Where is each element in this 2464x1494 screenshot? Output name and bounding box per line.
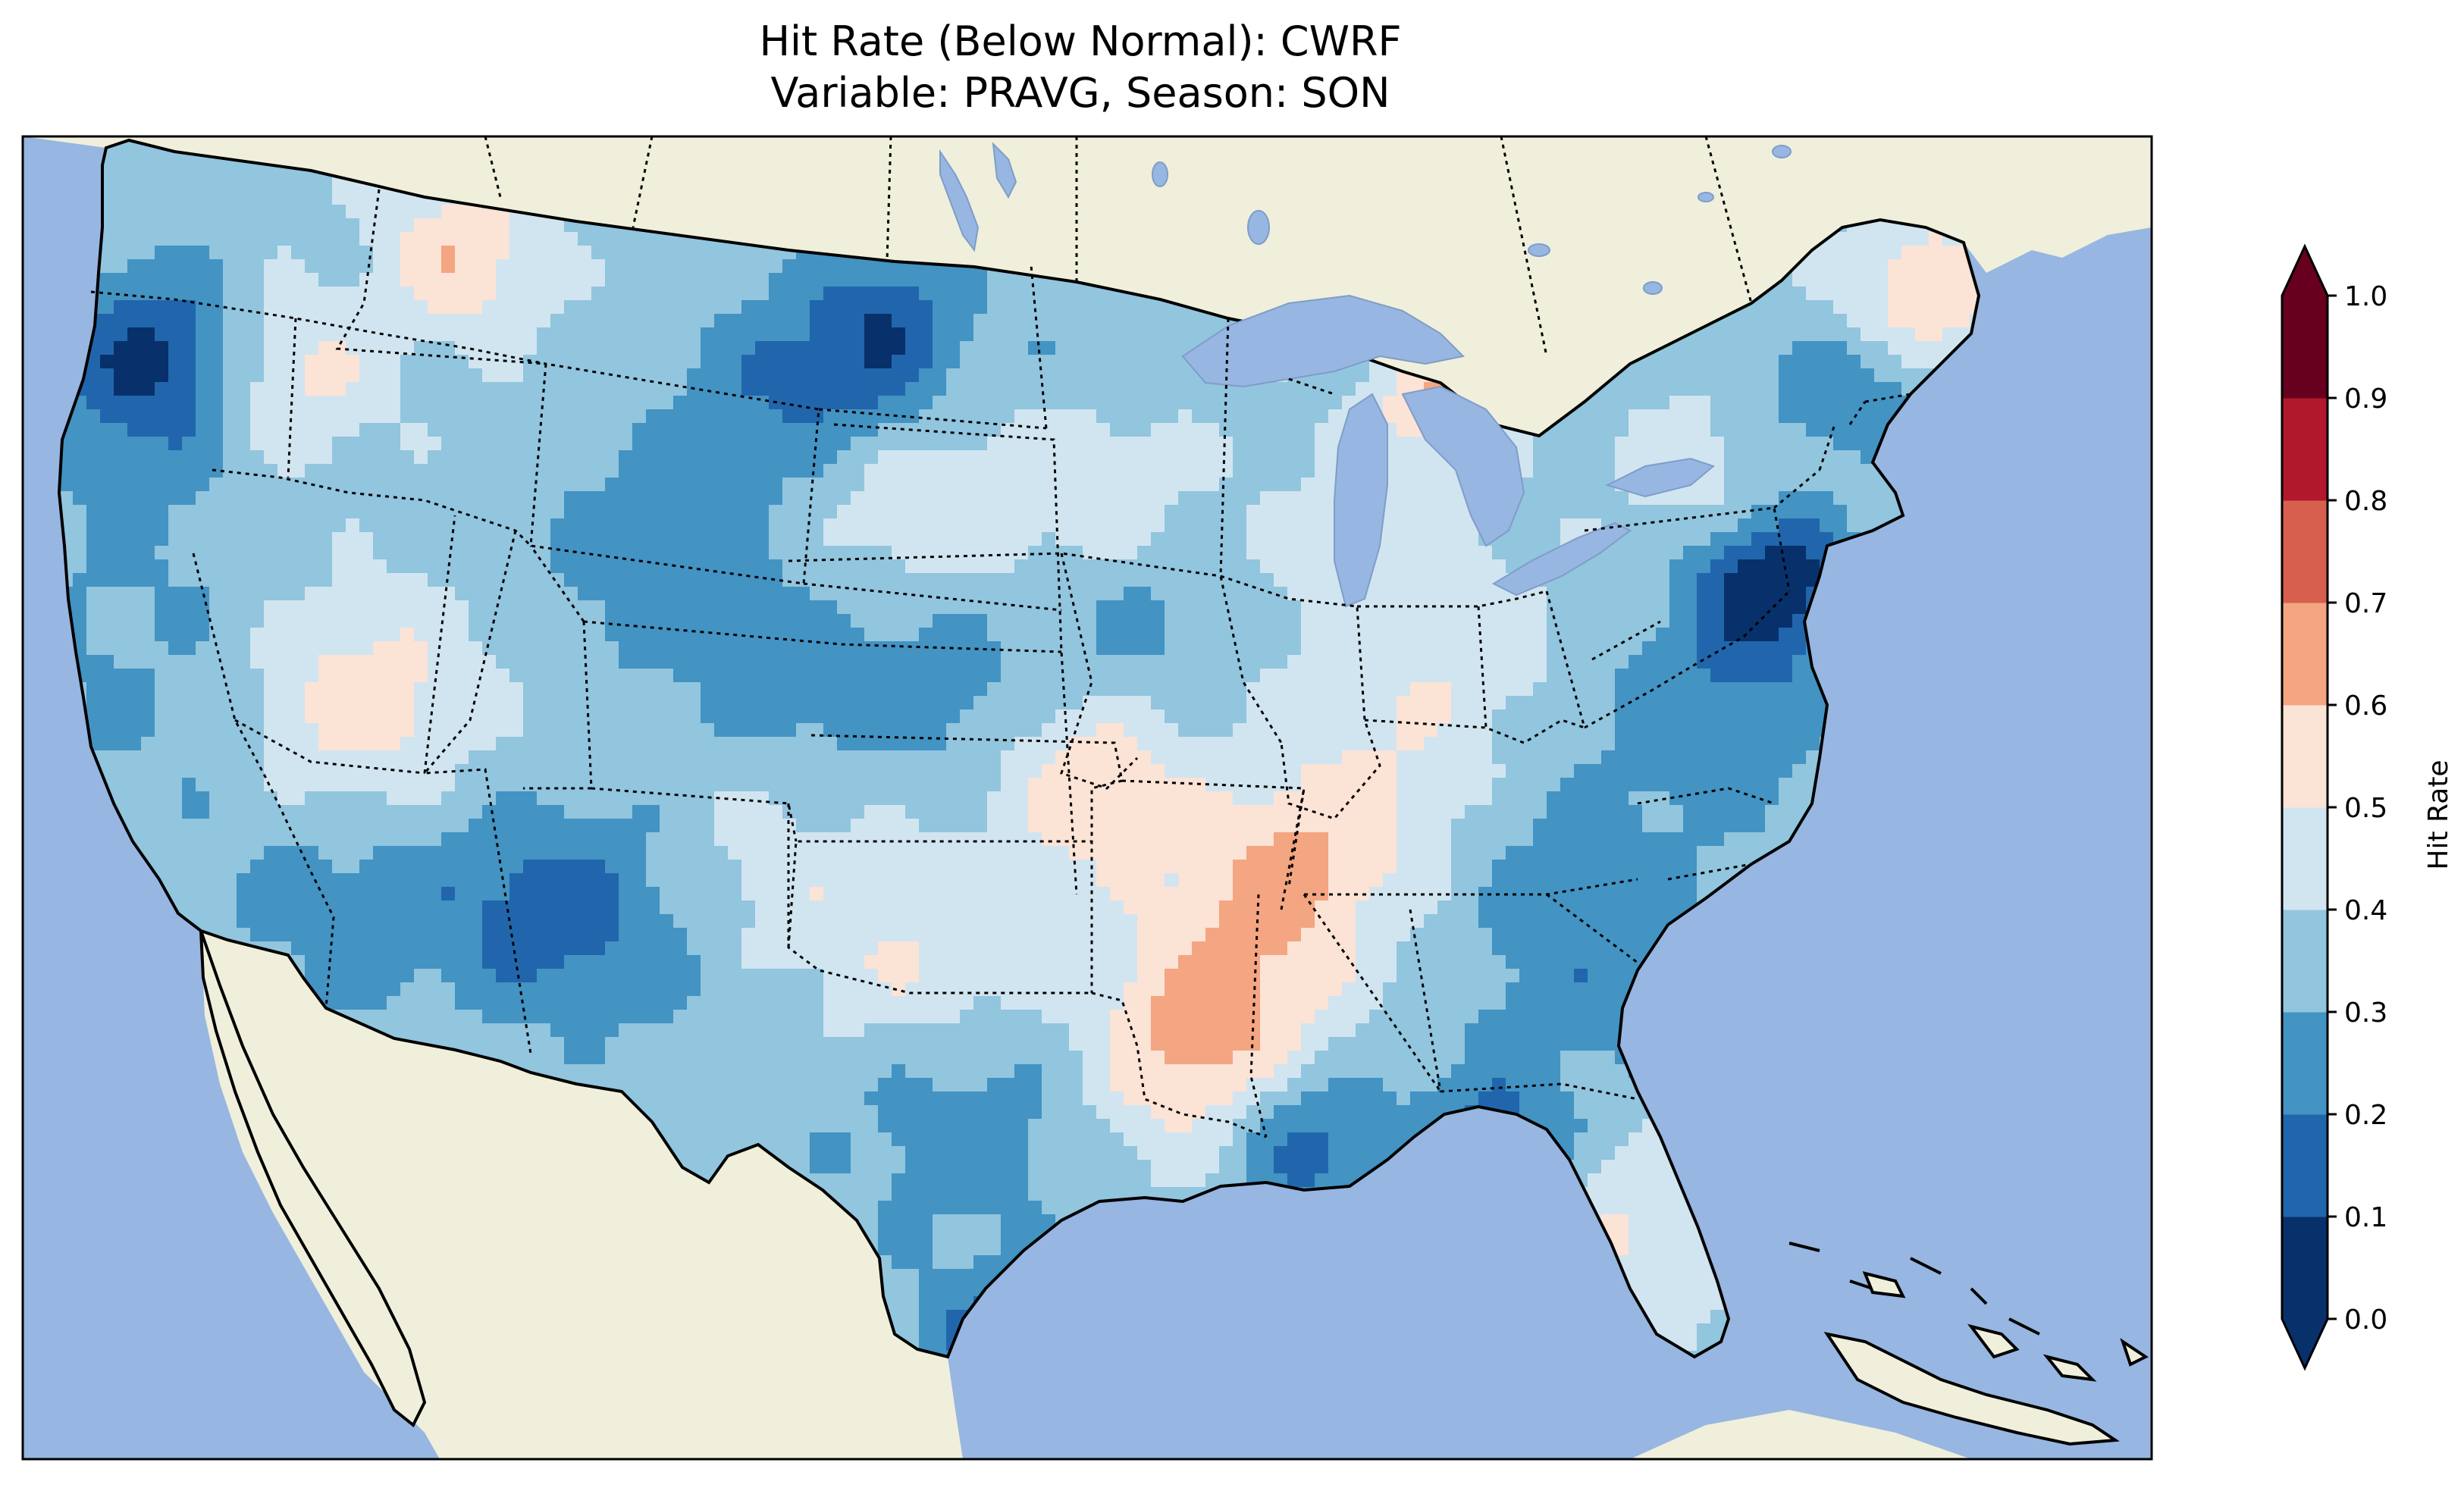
colorbar-tick-label: 1.0 [2344,281,2387,312]
colorbar: 0.0 0.1 0.2 0.3 0.4 0.5 0.6 0.7 0.8 0.9 1.0 [2281,243,2387,1371]
canada-land [23,136,2152,436]
bahamas-land [1788,1242,2040,1336]
map-frame [21,135,2153,1461]
us-coastline [57,138,1981,1359]
south-land [1630,1410,1971,1459]
colorbar-bin [2282,1012,2328,1115]
colorbar-tick-label: 0.7 [2344,588,2387,619]
state-borders [90,136,1911,1139]
colorbar-bin [2282,1217,2328,1320]
colorbar-tick-label: 0.1 [2344,1202,2387,1233]
colorbar-tick-label: 0.6 [2344,691,2387,722]
colorbar-label: Hit Rate [2423,760,2454,869]
islands [1862,1271,2149,1382]
great-lakes [1181,294,1716,608]
colorbar-tick-label: 0.5 [2344,793,2387,824]
lake-michigan [1334,393,1388,608]
colorbar-bin [2282,603,2328,706]
lake-erie [1491,521,1632,597]
colorbar-tick-label: 0.4 [2344,895,2387,926]
lake-ontario [1605,457,1716,498]
colorbar-tick-label: 0.3 [2344,998,2387,1029]
map-panel [23,136,2152,1459]
colorbar-bin [2282,705,2328,808]
colorbar-extend-high [2282,246,2328,296]
colorbar-tick-label: 0.0 [2344,1305,2387,1336]
lake-huron [1401,385,1525,547]
canada-lakes [939,142,1792,295]
colorbar-tick-label: 0.8 [2344,486,2387,517]
colorbar-tick-label: 0.2 [2344,1100,2387,1131]
colorbar-bin [2282,1114,2328,1217]
cuba-land [1823,1332,2120,1446]
colorbar-bin [2282,910,2328,1013]
colorbar-bin [2282,807,2328,910]
map-title-line2: Variable: PRAVG, Season: SON [770,69,1390,117]
colorbar-tick-label: 0.9 [2344,384,2387,415]
lake-superior [1181,294,1466,388]
colorbar-extend-low [2282,1319,2328,1368]
map-title-line1: Hit Rate (Below Normal): CWRF [759,17,1402,65]
colorbar-bin [2282,500,2328,603]
colorbar-bin [2282,296,2328,399]
colorbar-bin [2282,398,2328,501]
baja-land [199,930,427,1428]
